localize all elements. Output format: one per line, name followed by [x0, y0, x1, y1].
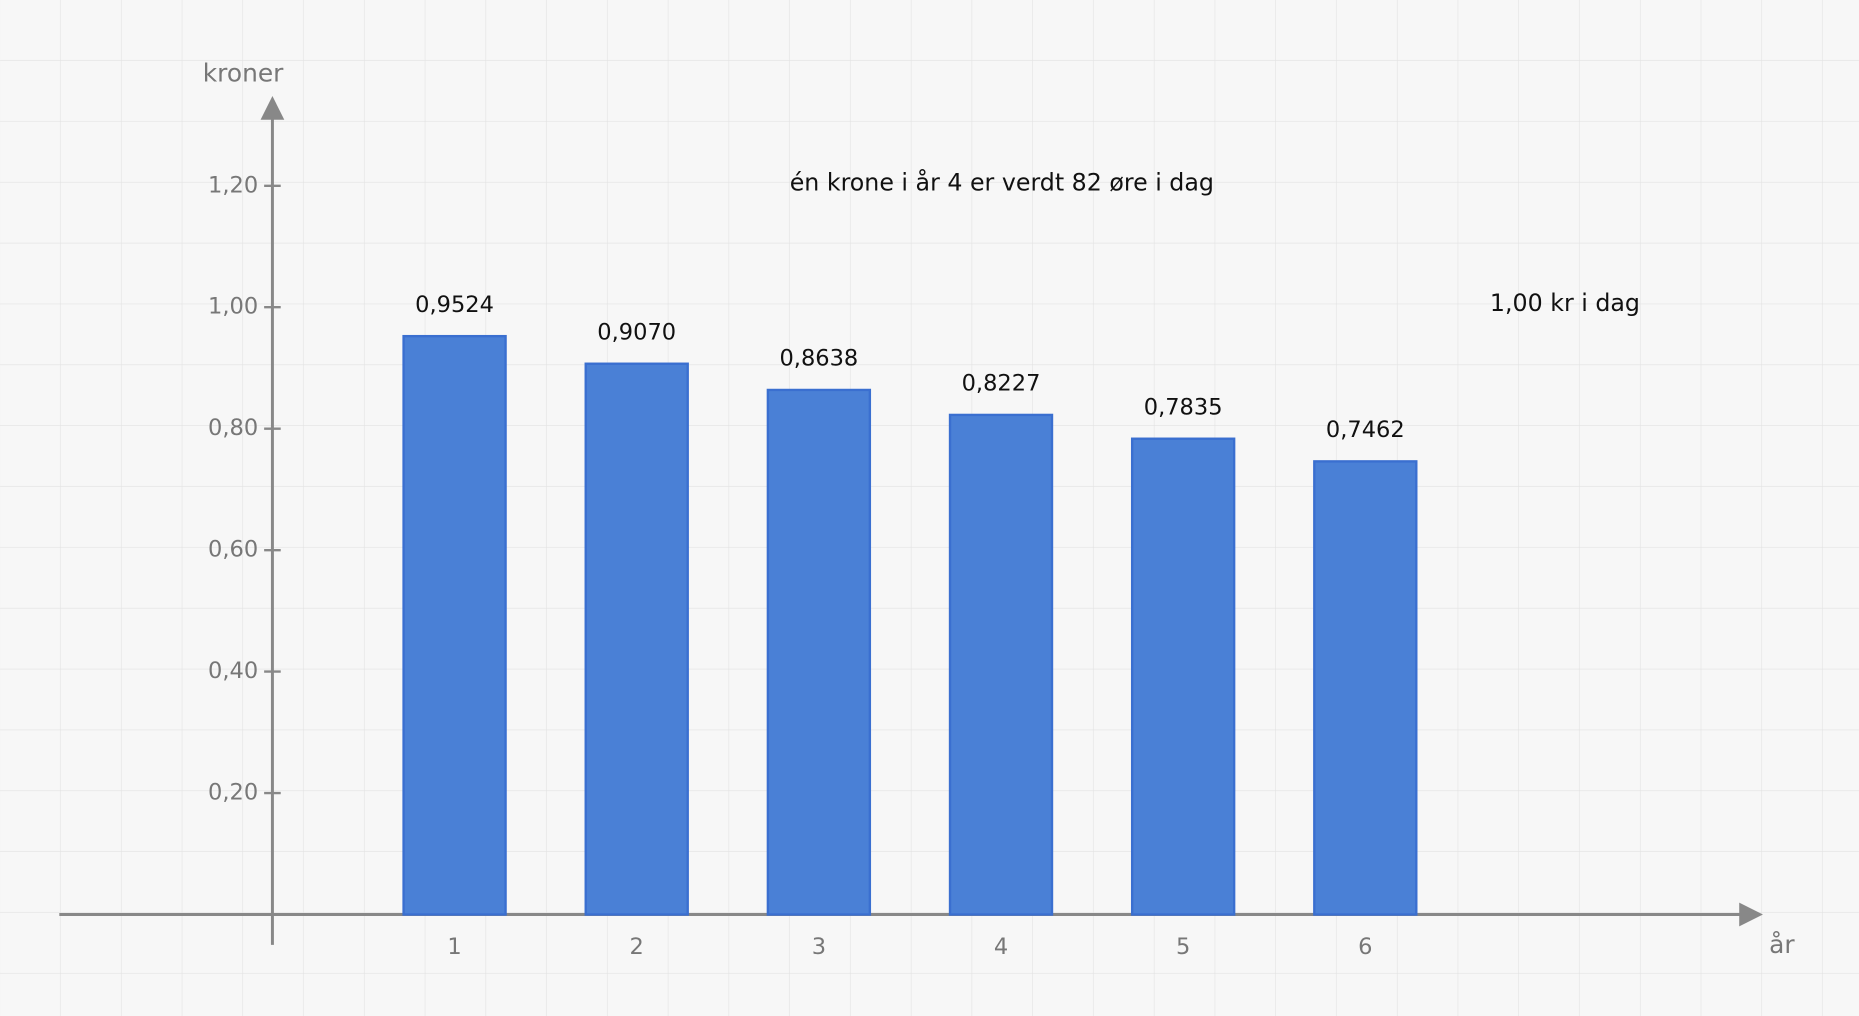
- bar: [1130, 437, 1236, 916]
- bar: [948, 413, 1054, 916]
- y-tick-label: 0,80: [208, 415, 258, 441]
- x-axis-label: år: [1769, 930, 1795, 959]
- x-tick-label: 1: [447, 934, 461, 960]
- y-tick-label: 0,60: [208, 537, 258, 563]
- value-label: 0,8227: [962, 371, 1041, 397]
- bar: [584, 362, 689, 916]
- value-label: 0,7462: [1326, 417, 1405, 443]
- value-label: 0,8638: [779, 346, 858, 372]
- annotation: én krone i år 4 er verdt 82 øre i dag: [790, 168, 1214, 196]
- annotation: 1,00 kr i dag: [1490, 289, 1640, 317]
- value-label: 0,9524: [415, 292, 494, 318]
- value-label: 0,7835: [1144, 394, 1223, 420]
- x-tick-label: 4: [994, 934, 1008, 960]
- y-tick-label: 1,00: [208, 294, 258, 320]
- y-tick-label: 0,20: [208, 780, 258, 806]
- y-axis-label: kroner: [203, 59, 284, 88]
- y-tick-label: 1,20: [208, 172, 258, 198]
- bar: [402, 334, 507, 916]
- y-tick-label: 0,40: [208, 658, 258, 684]
- x-tick-label: 2: [630, 934, 644, 960]
- x-axis-arrow: [1739, 902, 1763, 927]
- bar: [1313, 460, 1418, 916]
- value-label: 0,9070: [597, 319, 676, 345]
- bar: [766, 388, 872, 916]
- x-tick-label: 3: [812, 934, 826, 960]
- x-tick-label: 5: [1176, 934, 1190, 960]
- y-axis-arrow: [260, 96, 285, 120]
- x-tick-label: 6: [1358, 934, 1372, 960]
